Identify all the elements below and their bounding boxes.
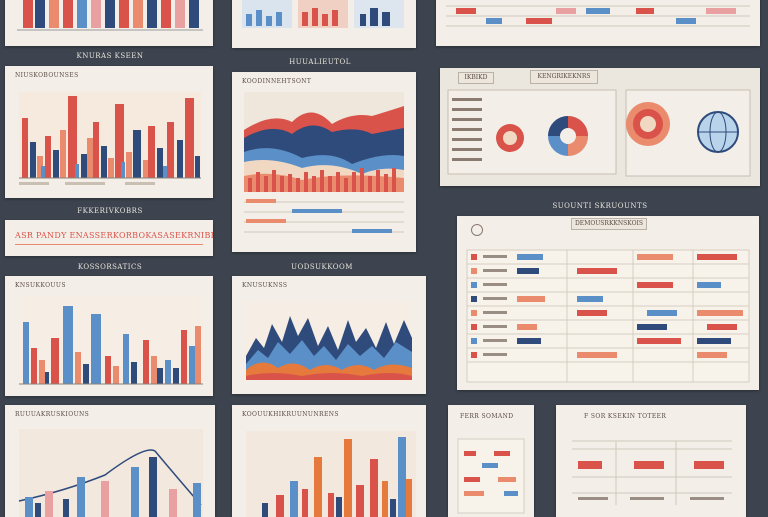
table-graphics: [466, 249, 750, 383]
bar-card-top-left: [5, 0, 213, 46]
bar-chart-3: [18, 429, 203, 517]
globe-icon: [697, 111, 739, 153]
caption-row2-left: KNURAS KSEEN: [76, 52, 144, 60]
area-chart: [244, 92, 404, 233]
card-title: KOODINNEHTSONT: [242, 78, 312, 85]
bar-chart-1: [19, 92, 201, 185]
card-title: F SOR KSEKIN TOTEER: [584, 413, 667, 420]
bar-chart-top-left: [17, 0, 203, 31]
card-title: KNSUKKOUUS: [15, 282, 66, 289]
table-title: DEMOUSRKKNSKOIS: [571, 218, 647, 230]
target-icon: [626, 102, 670, 146]
card-title: KNUSUKNSS: [242, 282, 288, 289]
table-card: DEMOUSRKKNSKOIS: [457, 216, 759, 390]
bar-chart-2: [19, 296, 203, 385]
card-title: KOOUUKHIKRUUNUNRENS: [242, 411, 339, 418]
banner-strip: ASR PANDY ENASSERKORBOKASASEKRNIBES: [5, 220, 213, 256]
card-title: RUUUAKRUSKIOUNS: [15, 411, 90, 418]
caption-row4-mid: UODSUKKOOM: [291, 263, 353, 271]
mountain-chart: [246, 302, 412, 380]
info-tab-1[interactable]: IKBIKD: [458, 72, 494, 84]
target-icon: [496, 124, 524, 152]
bar-chart-card-2: KNSUKKOUUS: [5, 276, 213, 396]
mountain-chart-card: KNUSUKNSS: [232, 276, 426, 394]
pie-wheel-icon: [548, 116, 588, 156]
bar-chart-card-4: KOOUUKHIKRUUNUNRENS: [232, 405, 426, 517]
info-panel-card: IKBIKD KENGRIKEKNRS: [440, 68, 760, 186]
grid-chart-top-right: [446, 5, 750, 27]
form-graphics-2: [572, 440, 732, 505]
card-title: FERR SOMAND: [460, 413, 514, 420]
form-graphics: [457, 438, 525, 514]
caption-row2-mid: HUUALIEUTOL: [289, 58, 351, 66]
form-card: FERR SOMAND: [448, 405, 534, 517]
bar-chart-card-1: NIUSKOBOUNSES: [5, 66, 213, 198]
grid-card-top-mid: [232, 0, 416, 48]
caption-row3-left: FKKERIVKOBRS: [77, 207, 143, 215]
bar-chart-card-3: RUUUAKRUSKIOUNS: [5, 405, 215, 517]
info-icon[interactable]: [471, 224, 483, 236]
grid-chart-top-mid: [242, 0, 404, 28]
banner-rule: [15, 244, 203, 245]
grid-card-top-right: [436, 0, 760, 46]
caption-right-row3: SUOUNTI SKRUOUNTS: [552, 202, 648, 210]
area-chart-card: KOODINNEHTSONT: [232, 72, 416, 252]
banner-text: ASR PANDY ENASSERKORBOKASASEKRNIBES: [15, 231, 213, 240]
info-panel-graphics: [447, 89, 751, 177]
caption-row4-left: KOSSORSATICS: [77, 263, 143, 271]
bar-chart-4: [246, 431, 416, 517]
info-tab-2[interactable]: KENGRIKEKNRS: [530, 70, 598, 84]
card-title: NIUSKOBOUNSES: [15, 72, 79, 79]
form-card-2: F SOR KSEKIN TOTEER: [556, 405, 746, 517]
